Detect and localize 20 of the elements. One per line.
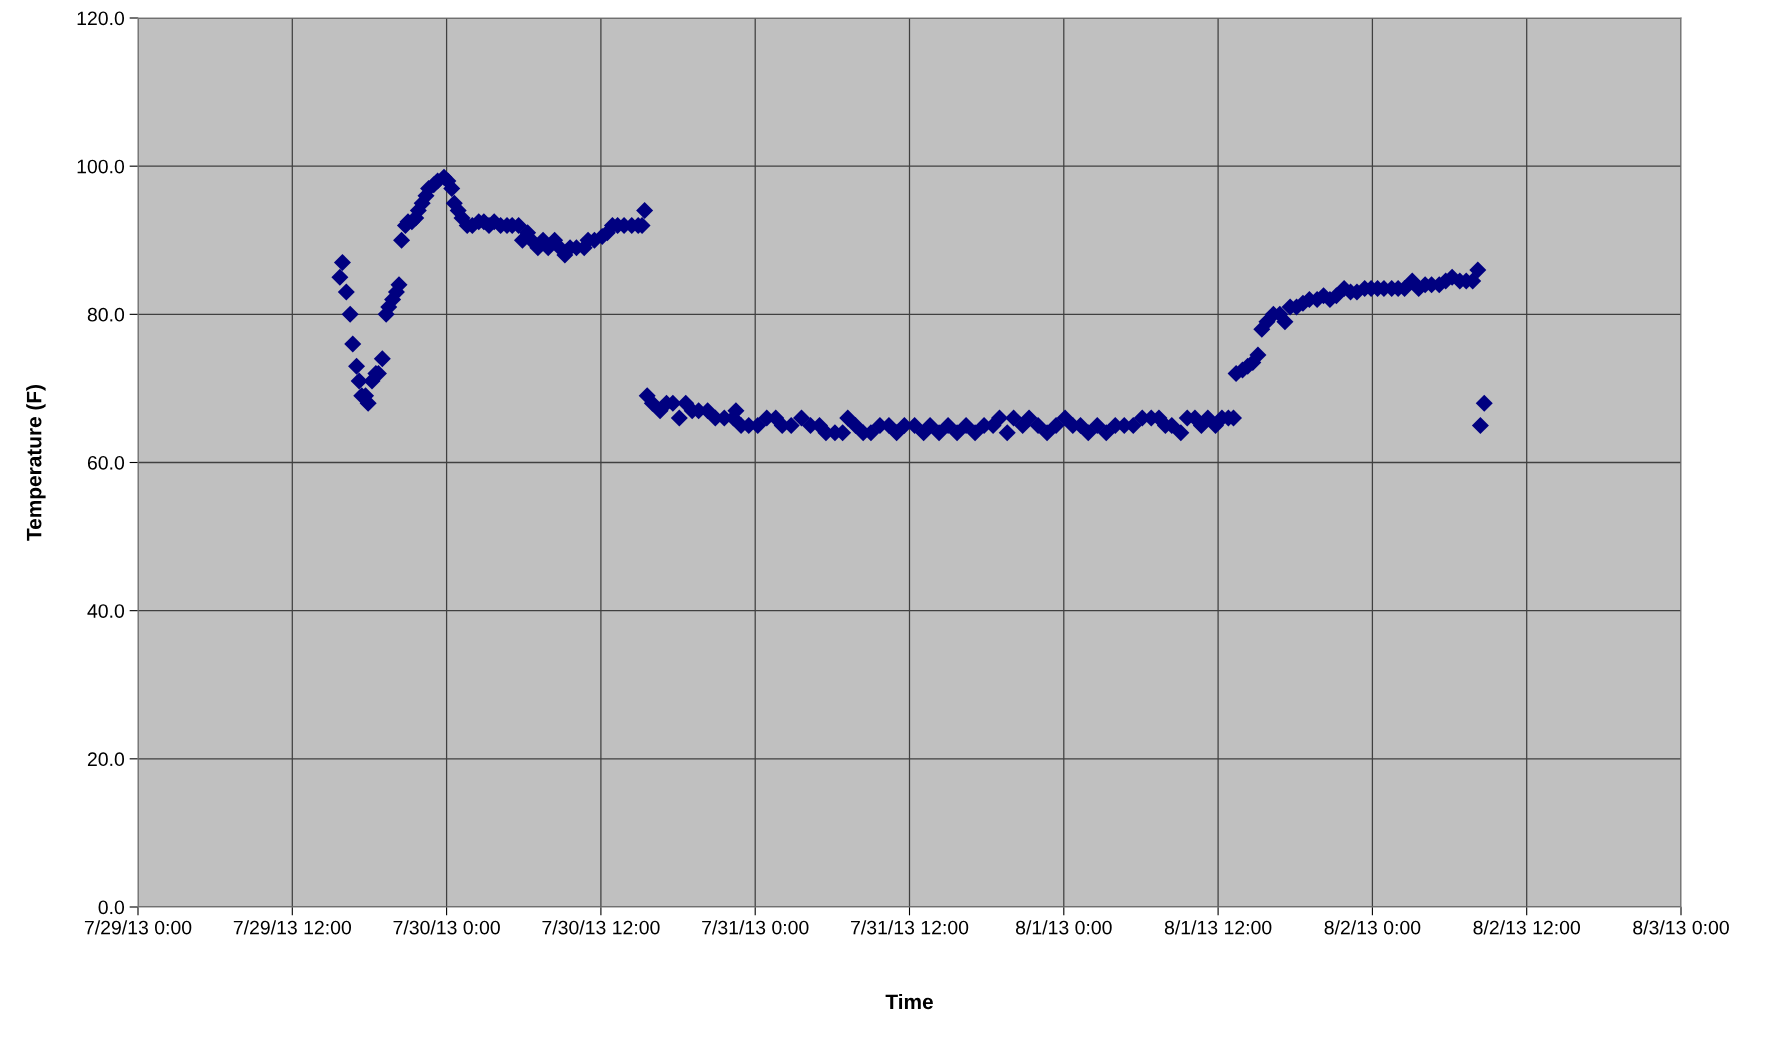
x-tick-label: 7/31/13 0:00 (702, 920, 809, 935)
x-tick-label: 7/30/13 12:00 (542, 920, 660, 935)
x-axis-title: Time (885, 993, 933, 1010)
x-tick-label: 7/29/13 0:00 (84, 920, 192, 935)
y-tick-label: 100.0 (77, 159, 125, 174)
x-tick-label: 8/2/13 0:00 (1324, 920, 1421, 935)
x-tick-label: 8/1/13 0:00 (1016, 920, 1112, 935)
x-tick-label: 8/2/13 12:00 (1473, 920, 1581, 935)
y-tick-label: 40.0 (87, 604, 125, 618)
y-axis-title: Temperature (F) (26, 385, 46, 541)
x-tick-label: 8/1/13 12:00 (1164, 920, 1272, 935)
y-tick-label: 80.0 (87, 307, 125, 322)
x-tick-label: 8/3/13 0:00 (1633, 920, 1729, 935)
y-tick-label: 120.0 (77, 11, 125, 26)
x-tick-label: 7/29/13 12:00 (233, 920, 352, 935)
y-tick-label: 0.0 (98, 900, 125, 915)
y-tick-label: 60.0 (87, 455, 125, 470)
x-tick-label: 7/30/13 0:00 (393, 920, 500, 935)
x-tick-label: 7/31/13 12:00 (851, 920, 969, 935)
y-tick-label: 20.0 (87, 752, 125, 767)
